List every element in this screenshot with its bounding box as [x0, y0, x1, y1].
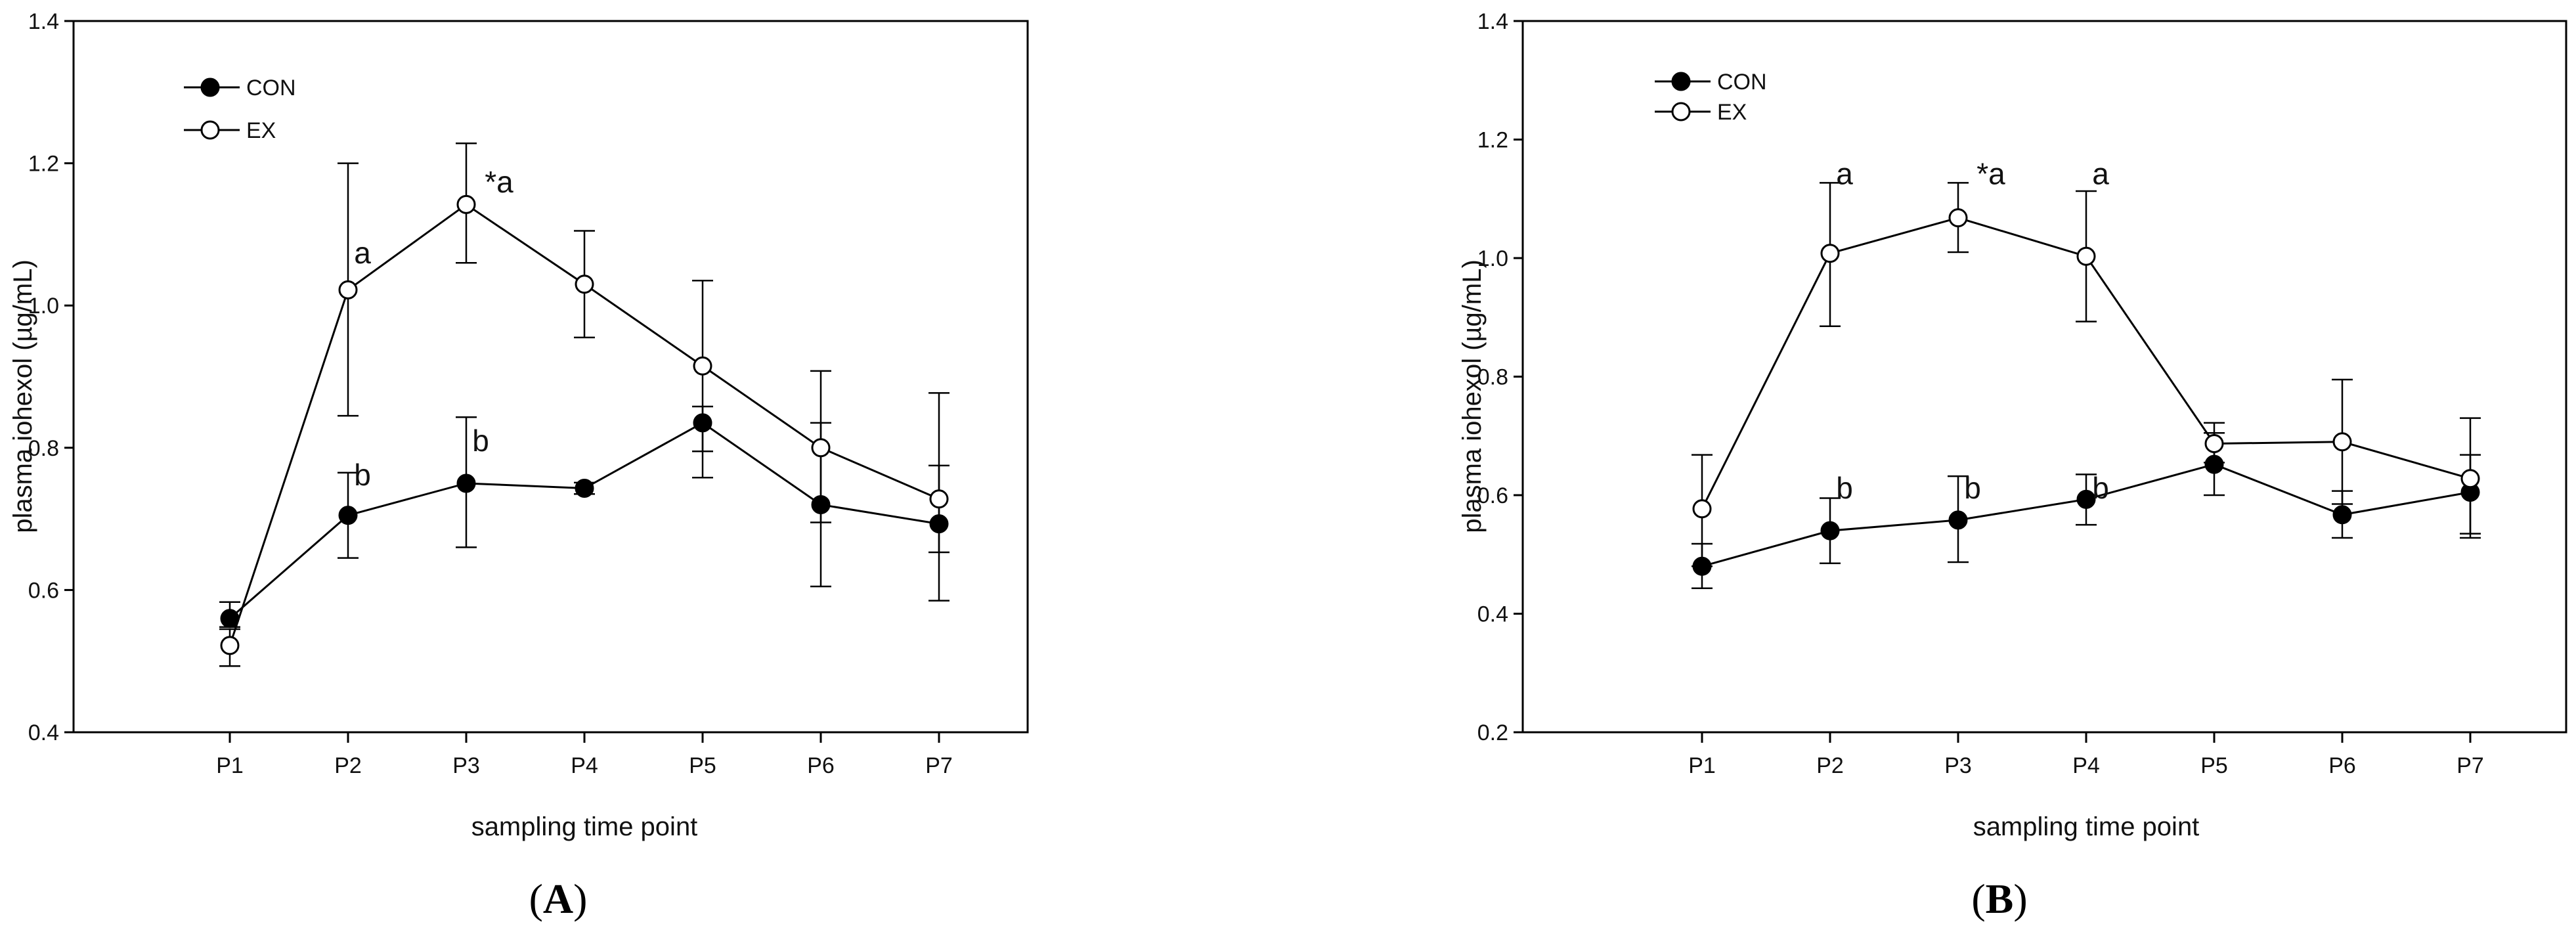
- x-tick-label: P3: [1944, 753, 1972, 778]
- y-tick-label: 0.6: [1477, 483, 1508, 508]
- y-tick-label: 1.4: [1477, 9, 1508, 34]
- panel-label: (B): [1971, 875, 2027, 922]
- x-tick-label: P7: [2456, 753, 2484, 778]
- panel-letter: A: [543, 875, 573, 922]
- x-tick-label: P2: [334, 753, 362, 778]
- x-tick-label: P1: [216, 753, 244, 778]
- con-data-point: [929, 514, 949, 534]
- ex-data-point: [220, 636, 240, 655]
- con-data-point: [220, 609, 240, 628]
- legend-entry-ex: EX: [1655, 100, 1747, 125]
- legend-entry-ex: EX: [184, 118, 276, 143]
- y-tick-label: 1.0: [28, 294, 59, 319]
- legend-entry-con: CON: [184, 76, 296, 100]
- ex-data-point: [575, 275, 594, 294]
- y-tick-label: 0.4: [1477, 602, 1508, 627]
- y-tick-label: 1.2: [1477, 128, 1508, 153]
- x-tick-label: P2: [1816, 753, 1844, 778]
- x-tick-label: P3: [452, 753, 480, 778]
- ex-data-point: [1820, 244, 1840, 263]
- panel-label: (A): [529, 875, 588, 922]
- plot-frame: [72, 20, 1029, 734]
- x-tick-label: P6: [807, 753, 835, 778]
- y-tick-label: 1.4: [28, 9, 59, 34]
- significance-label: a: [354, 236, 371, 270]
- ex-data-point: [929, 489, 949, 509]
- panel-letter: B: [1986, 875, 2014, 922]
- significance-label: b: [354, 458, 371, 492]
- significance-label: a: [1836, 157, 1853, 191]
- con-data-point: [2332, 505, 2352, 525]
- x-tick-label: P5: [689, 753, 716, 778]
- x-tick-label: P5: [2200, 753, 2228, 778]
- ex-data-point: [2076, 246, 2096, 266]
- y-tick-label: 0.2: [1477, 720, 1508, 745]
- x-tick-label: P4: [2072, 753, 2100, 778]
- con-data-point: [811, 495, 831, 514]
- significance-label: a: [2092, 157, 2109, 191]
- ex-data-point: [2204, 433, 2224, 453]
- con-data-point: [693, 413, 712, 433]
- y-axis-title: plasma iohexol (µg/mL): [9, 259, 37, 533]
- chart-panel-b: 0.2 0.4 0.6 0.8 1.0 1.2 1.4 P1 P2 P3 P4 P5 P6 P7 sampl…: [1458, 9, 2567, 922]
- ex-data-point: [811, 438, 831, 458]
- con-data-point: [1948, 510, 1968, 530]
- significance-label: b: [2092, 471, 2109, 505]
- x-tick-label: P7: [925, 753, 953, 778]
- legend-marker: [1671, 72, 1691, 91]
- x-axis-title: sampling time point: [1973, 812, 2200, 841]
- ex-data-point: [338, 280, 358, 299]
- con-data-point: [2204, 454, 2224, 474]
- con-data-point: [338, 506, 358, 525]
- con-data-point: [456, 474, 476, 493]
- legend-label: CON: [1717, 70, 1767, 95]
- x-tick-label: P1: [1688, 753, 1716, 778]
- plot-frame: [1521, 20, 2567, 734]
- significance-label: *a: [485, 165, 513, 199]
- legend-label: CON: [246, 76, 296, 100]
- x-tick-label: P6: [2328, 753, 2356, 778]
- significance-label: b: [1964, 471, 1981, 505]
- legend-label: EX: [1717, 100, 1747, 125]
- con-data-point: [575, 479, 594, 498]
- y-axis-title: plasma iohexol (µg/mL): [1458, 259, 1487, 533]
- ex-data-point: [1948, 208, 1968, 228]
- con-data-point: [2076, 489, 2096, 509]
- ex-data-point: [2332, 432, 2352, 452]
- y-tick-label: 1.2: [28, 152, 59, 177]
- significance-label: b: [472, 424, 489, 458]
- significance-label: b: [1836, 471, 1853, 505]
- ex-data-point: [456, 194, 476, 214]
- chart-panel-a: 0.4 0.6 0.8 1.0 1.2 1.4 P1 P2 P3 P4 P5 P6 P7 sampling…: [9, 9, 1029, 922]
- ex-data-point: [2460, 469, 2480, 489]
- ex-data-point: [1692, 499, 1712, 519]
- legend-label: EX: [246, 118, 276, 143]
- ex-data-point: [693, 356, 712, 376]
- legend-entry-con: CON: [1655, 70, 1767, 95]
- significance-label: *a: [1976, 157, 2005, 191]
- y-tick-label: 0.8: [28, 436, 59, 461]
- legend-marker: [200, 77, 220, 97]
- legend-marker: [1671, 102, 1691, 121]
- con-data-point: [1820, 521, 1840, 540]
- y-tick-label: 0.6: [28, 578, 59, 603]
- legend-marker: [200, 120, 220, 140]
- x-tick-label: P4: [571, 753, 598, 778]
- x-axis-title: sampling time point: [471, 812, 698, 841]
- con-data-point: [1692, 556, 1712, 576]
- y-tick-label: 0.4: [28, 720, 59, 745]
- y-tick-label: 1.0: [1477, 246, 1508, 271]
- y-tick-label: 0.8: [1477, 365, 1508, 390]
